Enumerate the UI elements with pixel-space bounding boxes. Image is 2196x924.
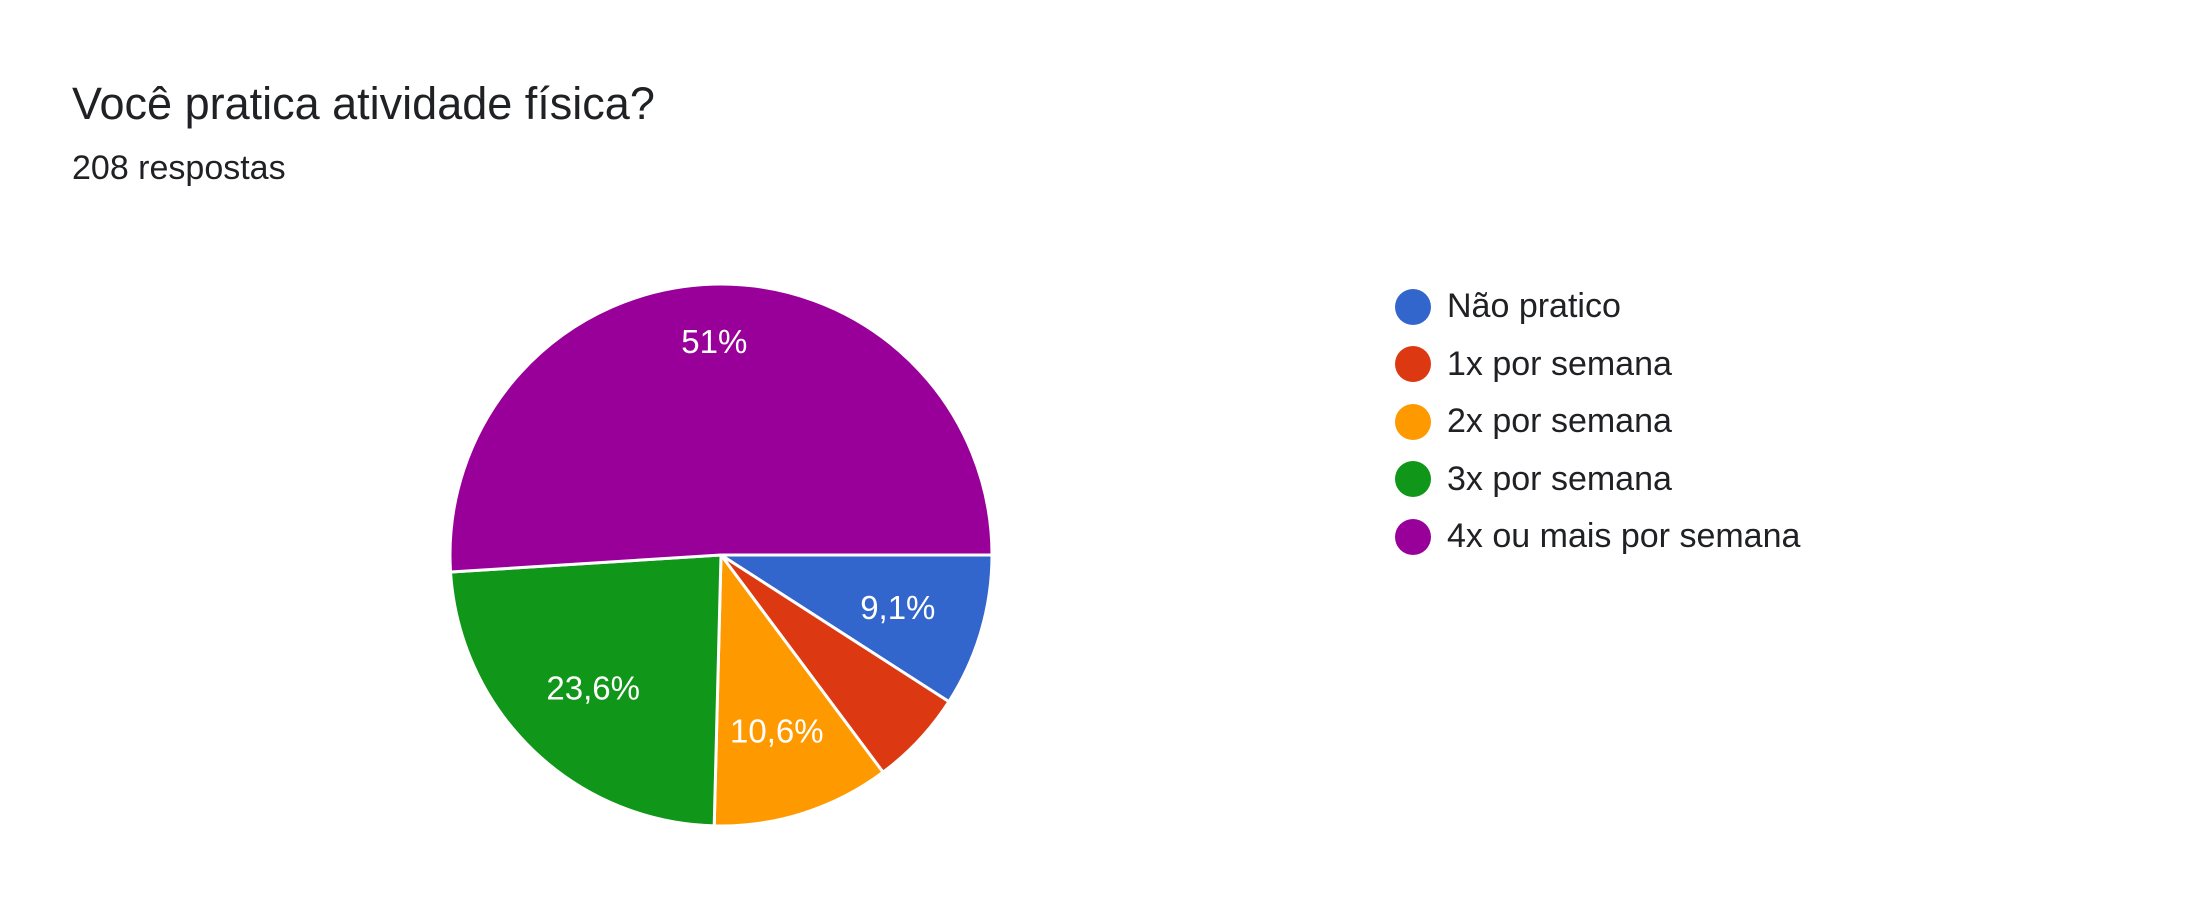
legend-swatch-icon (1395, 403, 1431, 440)
legend-swatch-icon (1395, 288, 1431, 325)
legend-swatch-icon (1395, 461, 1431, 498)
legend-item-nao-pratico[interactable]: Não pratico (1395, 278, 1800, 336)
legend: Não pratico 1x por semana 2x por semana … (1395, 278, 1800, 566)
response-count: 208 respostas (72, 149, 286, 187)
legend-item-1x[interactable]: 1x por semana (1395, 336, 1800, 394)
slice-percentage-label: 51% (681, 323, 747, 360)
pie-slice[interactable] (448, 282, 994, 574)
slice-percentage-label: 9,1% (860, 589, 935, 626)
pie-slice[interactable] (448, 553, 723, 828)
pie-slice[interactable] (715, 553, 994, 704)
slice-percentage-label: 23,6% (546, 670, 640, 707)
legend-swatch-icon (1395, 346, 1431, 383)
pie-slice[interactable] (712, 550, 886, 828)
legend-item-2x[interactable]: 2x por semana (1395, 393, 1800, 451)
legend-swatch-icon (1395, 518, 1431, 555)
slice-percentage-label: 10,6% (730, 713, 824, 750)
legend-item-4x-ou-mais[interactable]: 4x ou mais por semana (1395, 508, 1800, 566)
legend-item-3x[interactable]: 3x por semana (1395, 451, 1800, 509)
chart-title: Você pratica atividade física? (72, 78, 655, 129)
